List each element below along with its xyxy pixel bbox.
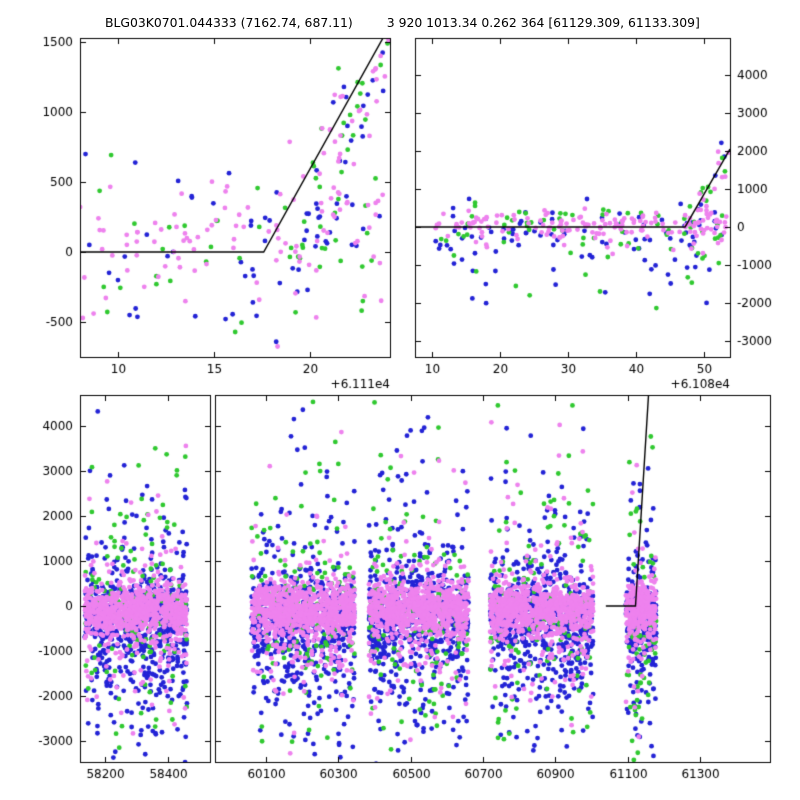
figure-title: BLG03K0701.044333 (7162.74, 687.11) 3 92…	[105, 15, 700, 30]
figure-title-left: BLG03K0701.044333 (7162.74, 687.11)	[105, 15, 353, 30]
figure-title-right: 3 920 1013.34 0.262 364 [61129.309, 6113…	[386, 15, 700, 30]
